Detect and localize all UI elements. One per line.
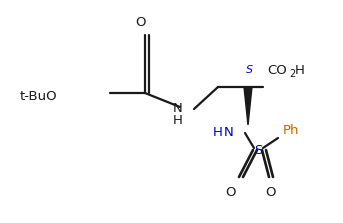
Text: H: H	[173, 114, 183, 126]
Text: H: H	[295, 64, 305, 76]
Text: t-BuO: t-BuO	[20, 91, 58, 103]
Text: O: O	[265, 186, 275, 198]
Text: Ph: Ph	[283, 124, 299, 136]
Text: H: H	[213, 126, 223, 138]
Text: N: N	[224, 126, 234, 138]
Text: O: O	[136, 16, 146, 29]
Text: O: O	[225, 186, 235, 198]
Text: CO: CO	[267, 64, 287, 76]
Text: S: S	[254, 143, 262, 157]
Text: 2: 2	[289, 69, 295, 79]
Polygon shape	[244, 87, 252, 125]
Text: S: S	[246, 65, 252, 75]
Text: N: N	[173, 101, 183, 114]
